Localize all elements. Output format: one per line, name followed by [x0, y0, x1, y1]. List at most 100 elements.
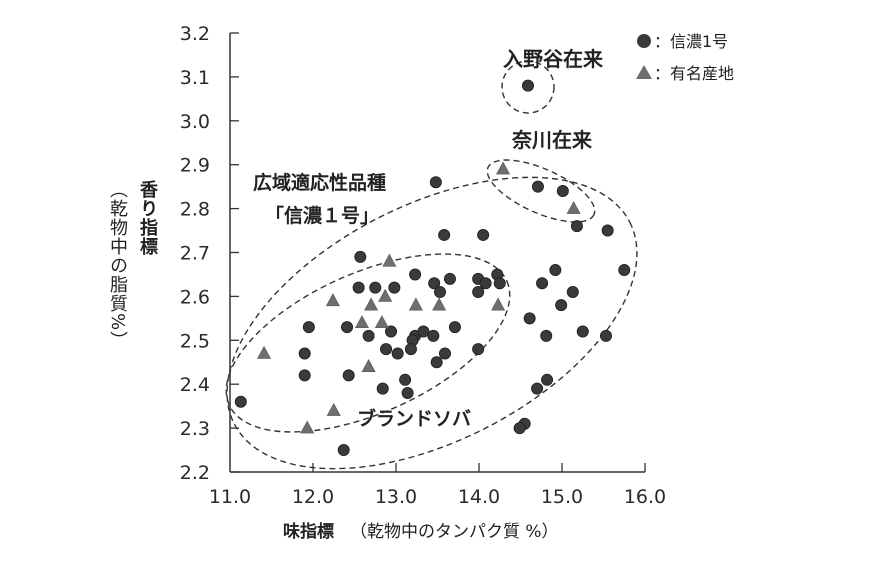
- y-tick-label: 2.3: [180, 418, 210, 440]
- ellipse-wide-adaptive: [226, 176, 638, 470]
- point-circle: [409, 268, 422, 281]
- ellipse-brand-soba: [225, 253, 511, 433]
- y-tick-label: 2.6: [180, 286, 210, 308]
- point-circle: [380, 343, 393, 356]
- point-circle: [298, 369, 311, 382]
- point-circle: [601, 224, 614, 237]
- point-circle: [429, 176, 442, 189]
- y-tick-label: 2.8: [180, 199, 210, 221]
- x-tick-label: 11.0: [209, 486, 251, 508]
- point-circle: [443, 272, 456, 285]
- point-triangle: [382, 253, 397, 267]
- point-circle: [566, 286, 579, 299]
- point-circle: [555, 299, 568, 312]
- point-circle: [438, 347, 451, 360]
- point-circle: [576, 325, 589, 338]
- point-circle: [388, 281, 401, 294]
- circle-iriya: [501, 60, 555, 114]
- point-circle: [531, 180, 544, 193]
- legend-label-famous: ：有名産地: [654, 64, 734, 83]
- label-shinano1: 「信濃１号」: [265, 204, 379, 227]
- point-circle: [472, 286, 485, 299]
- point-triangle: [361, 359, 376, 372]
- point-circle: [342, 369, 355, 382]
- y-axis-title-main: 香り指標: [137, 180, 158, 256]
- point-triangle: [378, 288, 393, 302]
- point-circle: [354, 250, 367, 263]
- point-circle: [427, 329, 440, 342]
- label-brand-soba: ブランドソバ: [357, 407, 471, 430]
- data-points: [234, 79, 631, 457]
- x-axis-title: 味指標 （乾物中のタンパク質 %）: [283, 521, 559, 542]
- x-tick-label: 14.0: [458, 486, 500, 508]
- y-tick-label: 2.5: [180, 330, 210, 352]
- point-circle: [479, 277, 492, 290]
- point-triangle: [496, 161, 511, 175]
- point-triangle: [432, 297, 447, 311]
- y-tick-label: 2.4: [180, 374, 210, 396]
- y-axis-title-sub: （乾物中の脂質%）: [107, 180, 128, 351]
- point-circle: [385, 325, 398, 338]
- point-triangle: [364, 297, 379, 311]
- x-tick-label: 15.0: [541, 486, 583, 508]
- point-circle: [298, 347, 311, 360]
- point-circle: [428, 277, 441, 290]
- point-circle: [570, 220, 583, 233]
- label-nagawa: 奈川在来: [511, 128, 593, 152]
- x-axis-title-sub: （乾物中のタンパク質 %）: [350, 522, 559, 542]
- point-circle: [234, 395, 247, 408]
- point-circle: [391, 347, 404, 360]
- point-circle: [472, 343, 485, 356]
- point-circle: [448, 321, 461, 334]
- point-circle: [352, 281, 365, 294]
- point-circle: [556, 185, 569, 198]
- point-circle: [540, 329, 553, 342]
- y-tick-label: 3.1: [180, 67, 210, 89]
- point-circle: [523, 312, 536, 325]
- x-tick-label: 12.0: [292, 486, 334, 508]
- axes: 2.2 2.3 2.4 2.5 2.6 2.7 2.8 2.9 3.0 3.1 3.2 11.0 12…: [180, 23, 666, 508]
- point-circle: [513, 422, 526, 435]
- point-circle: [337, 444, 350, 457]
- point-circle: [493, 277, 506, 290]
- x-tick-label: 13.0: [375, 486, 417, 508]
- point-circle: [404, 343, 417, 356]
- y-tick-label: 3.0: [180, 111, 210, 133]
- legend-circle-icon: [637, 34, 651, 48]
- point-triangle: [300, 420, 315, 434]
- point-circle: [536, 277, 549, 290]
- group-ellipses: [225, 60, 638, 470]
- point-circle: [302, 321, 315, 334]
- label-wide-adaptive: 広域適応性品種: [253, 171, 386, 194]
- y-tick-label: 2.7: [180, 243, 210, 265]
- x-ticks: 11.0 12.0 13.0 14.0 15.0 16.0: [209, 463, 666, 508]
- legend: ：信濃1号 ：有名産地: [636, 32, 734, 83]
- x-axis-title-main: 味指標: [283, 521, 334, 542]
- point-triangle: [326, 402, 341, 416]
- point-circle: [376, 382, 389, 395]
- label-iriya: 入野谷在来: [503, 47, 604, 71]
- point-circle: [521, 79, 534, 92]
- point-circle: [341, 321, 354, 334]
- point-circle: [417, 325, 430, 338]
- y-ticks: 2.2 2.3 2.4 2.5 2.6 2.7 2.8 2.9 3.0 3.1 3.2: [180, 23, 239, 484]
- y-tick-label: 3.2: [180, 23, 210, 45]
- point-circle: [438, 228, 451, 241]
- point-circle: [477, 228, 490, 241]
- y-tick-label: 2.9: [180, 155, 210, 177]
- point-circle: [541, 373, 554, 386]
- point-triangle: [491, 297, 506, 311]
- point-circle: [618, 264, 631, 277]
- point-circle: [401, 386, 414, 399]
- point-circle: [399, 373, 412, 386]
- point-circle: [430, 356, 443, 369]
- legend-triangle-icon: [636, 65, 652, 79]
- legend-label-shinano1: ：信濃1号: [654, 32, 728, 51]
- annotations: 入野谷在来 奈川在来 広域適応性品種 「信濃１号」 ブランドソバ: [253, 47, 604, 430]
- point-circle: [433, 286, 446, 299]
- point-circle: [531, 382, 544, 395]
- point-triangle: [566, 200, 581, 214]
- point-triangle: [354, 315, 369, 329]
- point-circle: [362, 329, 375, 342]
